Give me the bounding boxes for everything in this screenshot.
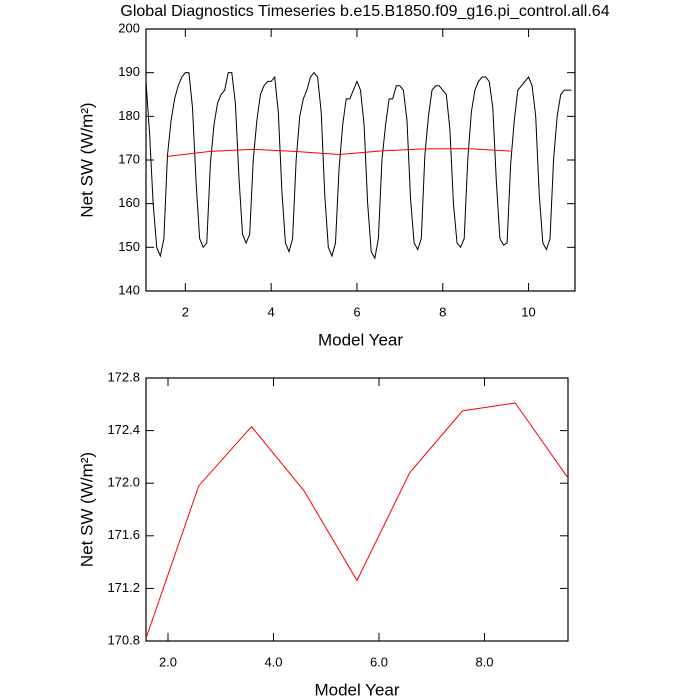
x-tick-label: 4.0 bbox=[264, 654, 282, 669]
x-tick-label: 8.0 bbox=[475, 654, 493, 669]
y-tick-label: 172.0 bbox=[107, 475, 140, 490]
data-line bbox=[145, 71, 572, 260]
x-tick-label: 6 bbox=[353, 304, 360, 319]
x-tick-label: 6.0 bbox=[370, 654, 388, 669]
x-axis-label: Model Year bbox=[314, 680, 399, 699]
y-tick-label: 150 bbox=[118, 239, 140, 254]
x-tick-label: 4 bbox=[268, 304, 275, 319]
x-axis-label: Model Year bbox=[318, 330, 403, 349]
chart-title: Global Diagnostics Timeseries b.e15.B185… bbox=[120, 3, 609, 20]
y-tick-label: 171.2 bbox=[107, 580, 140, 595]
y-tick-label: 172.4 bbox=[107, 422, 140, 437]
y-tick-label: 140 bbox=[118, 282, 140, 297]
data-line bbox=[167, 148, 511, 157]
y-tick-label: 200 bbox=[118, 20, 140, 35]
x-tick-label: 8 bbox=[439, 304, 446, 319]
x-tick-label: 10 bbox=[521, 304, 535, 319]
x-tick-label: 2.0 bbox=[159, 654, 177, 669]
plot-frame bbox=[145, 377, 569, 642]
y-tick-label: 172.8 bbox=[107, 369, 140, 384]
y-tick-label: 190 bbox=[118, 64, 140, 79]
y-tick-label: 160 bbox=[118, 195, 140, 210]
y-tick-label: 170 bbox=[118, 151, 140, 166]
y-axis-label: Net SW (W/m²) bbox=[77, 452, 96, 567]
y-tick-label: 171.6 bbox=[107, 527, 140, 542]
x-tick-label: 2 bbox=[182, 304, 189, 319]
y-tick-label: 180 bbox=[118, 108, 140, 123]
data-line bbox=[145, 402, 569, 639]
y-axis-label: Net SW (W/m²) bbox=[77, 102, 96, 217]
y-tick-label: 170.8 bbox=[107, 632, 140, 647]
